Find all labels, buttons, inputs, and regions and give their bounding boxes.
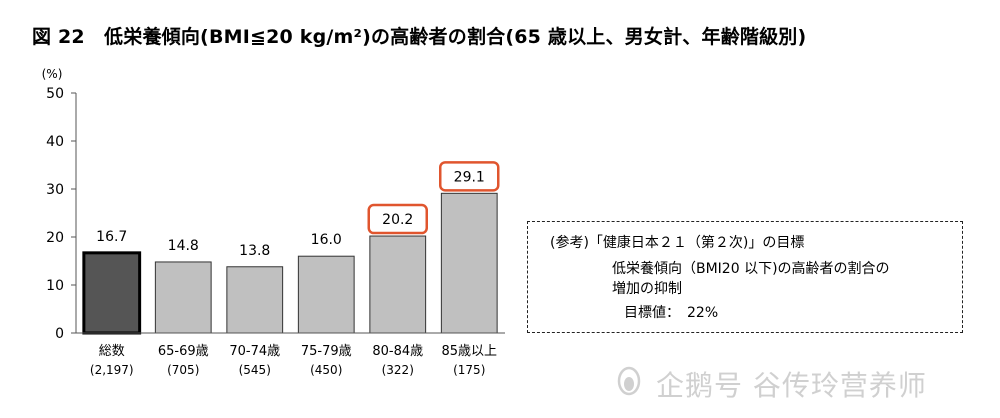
sample-count-label: (175): [453, 363, 485, 377]
y-tick-label: 20: [46, 230, 64, 246]
watermark-label: 企鹅号 谷传玲营养师: [656, 369, 927, 402]
value-label: 16.0: [311, 232, 342, 248]
x-tick-label: 75-79歳: [301, 344, 352, 359]
sample-count-label: (450): [310, 363, 342, 377]
sample-count-label: (705): [167, 363, 199, 377]
bar-65-69歳: [154, 261, 212, 334]
bar-70-74歳: [226, 266, 284, 334]
x-tick-label: 70-74歳: [229, 344, 280, 359]
bars: [82, 192, 498, 335]
reference-line-1: 低栄養傾向（BMI20 以下)の高齢者の割合の: [612, 261, 890, 277]
y-axis: (%) 0 10 20 30 40 50: [42, 67, 77, 342]
chart-title: 図 22 低栄養傾向(BMI≦20 kg/m²)の高齢者の割合(65 歳以上、男…: [32, 26, 807, 48]
penguin-icon: [617, 366, 641, 396]
x-tick-label: 85歳以上: [441, 344, 497, 359]
value-label: 16.7: [96, 229, 127, 245]
reference-line-2: 増加の抑制: [612, 281, 682, 297]
value-label: 14.8: [168, 238, 199, 254]
watermark-text: 企鹅号 谷传玲营养师: [620, 364, 927, 404]
reference-note-box: (参考)「健康日本２１（第２次)」の目標 低栄養傾向（BMI20 以下)の高齢者…: [527, 221, 963, 333]
sample-count-label: (322): [382, 363, 414, 377]
bar-80-84歳: [369, 235, 427, 334]
value-label: 29.1: [454, 169, 485, 185]
y-tick-label: 0: [55, 326, 64, 342]
y-tick-label: 50: [46, 86, 64, 102]
value-label-box: [439, 161, 500, 192]
x-tick-label: 80-84歳: [372, 344, 423, 359]
x-tick-label: 65-69歳: [158, 344, 209, 359]
value-labels: 16.7 14.8 13.8 16.0 20.2 29.1: [96, 161, 500, 259]
bar-75-79歳: [297, 255, 355, 334]
y-axis-unit: (%): [42, 67, 63, 81]
y-tick-label: 40: [46, 134, 64, 150]
sample-count-label: (545): [239, 363, 271, 377]
sample-count-label: (2,197): [90, 363, 134, 377]
reference-heading: (参考)「健康日本２１（第２次)」の目標: [550, 235, 805, 251]
bar-85歳以上: [440, 192, 498, 334]
value-label-box: [367, 203, 428, 235]
value-label: 20.2: [382, 212, 413, 228]
reference-line-3: 目標値： 22%: [624, 305, 719, 321]
x-tick-label: 総数: [99, 344, 125, 359]
y-tick-label: 10: [46, 278, 64, 294]
y-tick-label: 30: [46, 182, 64, 198]
bar-総数: [82, 251, 142, 335]
x-axis: 総数 (2,197) 65-69歳 (705) 70-74歳 (545) 75-79歳 (45…: [76, 332, 505, 377]
value-label: 13.8: [239, 243, 270, 259]
